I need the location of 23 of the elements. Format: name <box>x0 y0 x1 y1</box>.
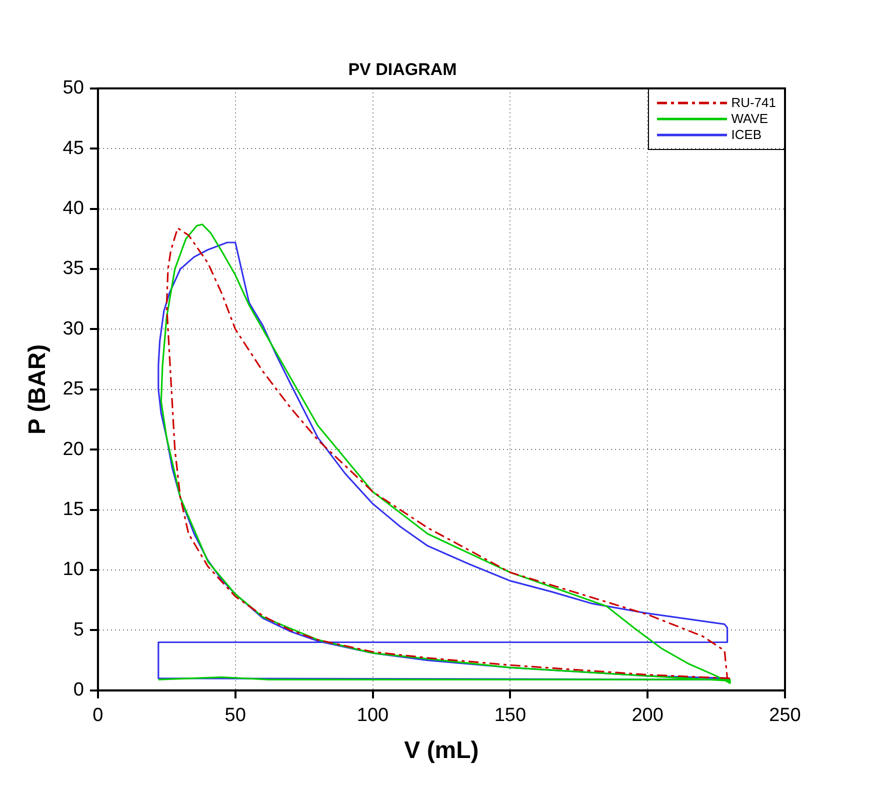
x-tick-label: 50 <box>224 705 246 726</box>
chart-title: PV DIAGRAM <box>348 60 457 79</box>
y-tick-label: 20 <box>62 438 84 460</box>
y-tick-label: 10 <box>62 559 84 580</box>
y-tick-label: 30 <box>62 318 84 340</box>
text: RU-741 <box>731 95 776 112</box>
y-tick-label: 45 <box>62 138 84 159</box>
x-tick-label: 100 <box>356 705 389 726</box>
x-tick-label: 200 <box>632 705 664 726</box>
y-tick-label: 25 <box>62 378 84 400</box>
x-tick-label: 150 <box>494 705 526 726</box>
y-tick-label: 50 <box>62 78 84 99</box>
text: WAVE <box>731 111 768 128</box>
y-axis-title: P (BAR) <box>24 344 52 435</box>
x-tick-label: 0 <box>92 705 104 726</box>
y-tick-label: 35 <box>62 258 84 280</box>
x-axis-title: V (mL) <box>404 737 479 764</box>
y-tick-label: 15 <box>62 499 84 520</box>
y-tick-label: 0 <box>73 680 84 701</box>
x-tick-label: 250 <box>769 705 801 726</box>
y-tick-label: 5 <box>73 619 84 640</box>
y-tick-label: 40 <box>62 198 84 220</box>
text: ICEB <box>731 127 762 144</box>
